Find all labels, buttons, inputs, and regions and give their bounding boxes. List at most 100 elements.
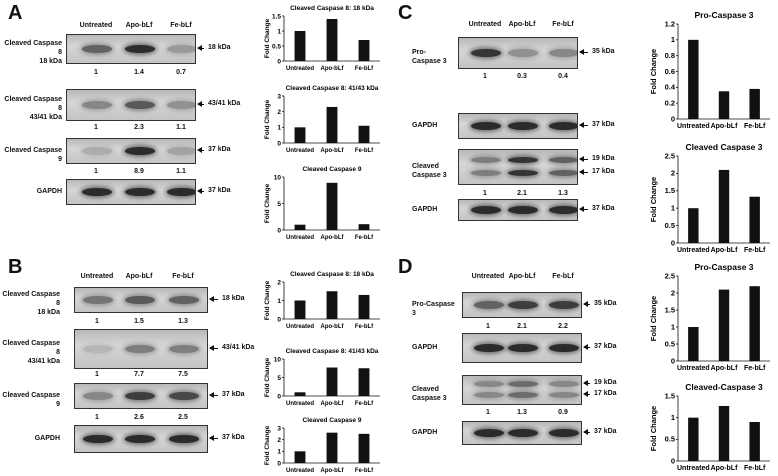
densitometry-value: 1.4 (134, 69, 144, 76)
y-tick-label: 2 (277, 109, 281, 116)
bar (749, 286, 760, 361)
densitometry-value: 1.1 (176, 168, 186, 175)
bar (718, 405, 730, 461)
protein-band (549, 381, 579, 388)
row-label: GAPDH (34, 434, 60, 442)
protein-band (508, 381, 538, 388)
kda-marker: 43/41 kDa (222, 344, 255, 351)
x-tick-label: Fe-bLf (744, 247, 766, 254)
protein-band (549, 157, 577, 164)
kda-marker: 17 kDa (592, 168, 615, 176)
bar-chart: Pro-Caspase 3 Fold Change 0 0.5 1 1.5 2 2.5 Untr… (649, 262, 770, 372)
x-tick-label: Fe-bLf (355, 468, 374, 474)
protein-band (549, 122, 577, 130)
y-tick-label: 1.5 (665, 186, 675, 195)
y-tick-label: 2 (277, 279, 281, 286)
y-tick-label: 0.5 (272, 43, 281, 50)
bar-chart: Cleaved Caspase 3 Fold Change 0 0.5 1 1.5 2 2.5… (649, 142, 770, 254)
densitometry-value: 1.3 (178, 318, 188, 325)
kda-marker: 37 kDa (594, 343, 617, 350)
arrow-pointer (579, 169, 588, 176)
protein-band (82, 188, 112, 196)
protein-band (125, 101, 155, 109)
protein-band (83, 435, 113, 443)
bar (294, 31, 306, 61)
protein-band (82, 101, 112, 109)
y-tick-label: 0 (671, 456, 675, 465)
protein-band (83, 345, 113, 353)
y-tick-label: 0 (277, 393, 281, 400)
y-tick-label: 3 (277, 425, 281, 432)
protein-band (82, 147, 112, 155)
protein-band (83, 392, 113, 400)
x-tick-label: Apo-bLf (321, 401, 345, 407)
western-blot-strip (74, 383, 208, 409)
x-tick-label: Fe-bLf (744, 365, 766, 372)
y-tick-label: 10 (274, 356, 282, 363)
bar (326, 182, 338, 230)
chart-title: Pro-Caspase 3 (694, 10, 753, 20)
protein-band (508, 206, 538, 214)
y-axis-label: Fold Change (264, 425, 271, 465)
y-tick-label: 1 (277, 298, 281, 305)
row-label: Pro-Caspase 3 (412, 48, 447, 65)
protein-band (167, 188, 195, 196)
protein-band (474, 392, 504, 399)
row-label: Cleaved Caspase 8 18 kDa (2, 291, 60, 316)
x-tick-label: Fe-bLf (355, 148, 374, 154)
bar-chart: Cleaved Caspase 9 Fold Change 0 1 2 3 Untreate… (264, 417, 380, 474)
chart-title: Cleaved Caspase 3 (685, 142, 762, 152)
bar-chart: Cleaved Caspase 8: 41/43 kDa Fold Change 0… (264, 85, 380, 154)
arrow-pointer (209, 296, 218, 302)
row-label: Pro-Caspase 3 (412, 300, 455, 317)
y-tick-label: 1.2 (665, 19, 675, 28)
chart-title: Cleaved Caspase 8: 41/43 kDa (286, 348, 379, 355)
densitometry-value: 1.3 (517, 409, 527, 416)
x-tick-label: Untreated (286, 401, 314, 407)
lane-header: Fe-bLf (552, 21, 574, 28)
y-tick-label: 0.6 (665, 67, 675, 76)
y-axis-label: Fold Change (649, 177, 658, 222)
western-blot-strip (462, 375, 582, 405)
bar (326, 291, 338, 319)
x-tick-label: Untreated (677, 365, 710, 372)
protein-band (125, 45, 155, 53)
densitometry-value: 1 (94, 69, 98, 76)
y-axis-label: Fold Change (264, 183, 271, 223)
y-tick-label: 1.5 (665, 391, 675, 400)
x-tick-label: Fe-bLf (355, 401, 374, 407)
y-tick-label: 0 (671, 238, 675, 247)
panel-letter-a: A (8, 2, 23, 24)
protein-band (508, 157, 538, 164)
bar (294, 451, 306, 463)
x-tick-label: Untreated (286, 324, 314, 330)
bar (294, 224, 306, 230)
arrow-pointer (579, 206, 588, 212)
y-tick-label: 0.5 (665, 339, 675, 348)
bar-chart: Cleaved Caspase 8: 18 kDa Fold Change 0 0.5… (264, 5, 380, 72)
panel-letter-d: D (398, 256, 413, 278)
densitometry-value: 1 (94, 124, 98, 131)
chart-title: Cleaved Caspase 9 (303, 417, 362, 424)
kda-marker: 18 kDa (222, 295, 245, 302)
y-tick-label: 3 (277, 93, 281, 100)
row-label: Cleaved Caspase 8 18 kDa (4, 40, 62, 65)
densitometry-value: 0.9 (558, 409, 568, 416)
panel-letter-b: B (8, 256, 23, 278)
densitometry-value: 1 (95, 318, 99, 325)
western-blot-strip (462, 333, 582, 363)
row-label: GAPDH (412, 428, 438, 436)
protein-band (508, 429, 538, 437)
protein-band (167, 45, 195, 53)
western-blot-strip (458, 37, 578, 69)
bar-chart: Cleaved Caspase 9 Fold Change 0 5 10 Untreate… (264, 166, 380, 241)
chart-title: Cleaved Caspase 8: 18 kDa (290, 5, 374, 12)
densitometry-value: 1 (483, 73, 487, 80)
protein-band (125, 435, 155, 443)
y-axis-label: Fold Change (264, 357, 271, 397)
y-tick-label: 2.5 (665, 151, 675, 160)
y-tick-label: 5 (277, 375, 281, 382)
y-axis-label: Fold Change (264, 280, 271, 320)
arrow-pointer (209, 392, 218, 398)
